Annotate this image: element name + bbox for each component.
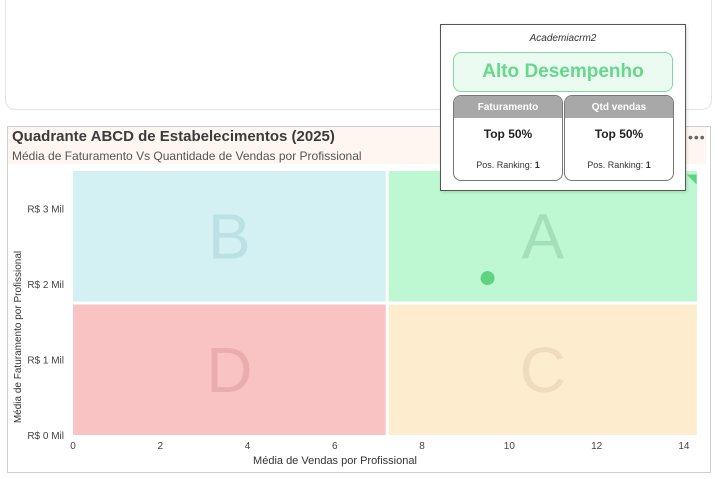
tooltip-establishment-name: Academiacrm2 — [529, 33, 597, 44]
rank-value: 1 — [534, 160, 540, 170]
x-tick-label: 6 — [332, 441, 338, 452]
metric-card-qtd-vendas: Qtd vendas Top 50% Pos. Ranking: 1 — [564, 95, 674, 181]
x-axis-label: Média de Vendas por Profissional — [253, 455, 417, 467]
y-tick-label: R$ 0 Mil — [27, 431, 64, 442]
metric-card-faturamento: Faturamento Top 50% Pos. Ranking: 1 — [453, 95, 563, 181]
y-tick-label: R$ 1 Mil — [27, 356, 64, 367]
metric-card-top: Top 50% — [594, 127, 644, 141]
quadrant-label-c: C — [520, 334, 566, 406]
data-point — [480, 271, 495, 286]
x-tick-label: 8 — [419, 441, 425, 452]
quadrant-label-d: D — [206, 334, 252, 406]
ellipsis-icon[interactable]: ••• — [688, 129, 706, 145]
x-tick-label: 2 — [157, 441, 163, 452]
metric-card-header: Qtd vendas — [565, 96, 673, 118]
rank-label: Pos. Ranking: — [476, 160, 533, 170]
x-tick-label: 10 — [504, 441, 516, 452]
x-tick-label: 4 — [245, 441, 251, 452]
quadrant-b — [73, 171, 386, 302]
metric-card-rank: Pos. Ranking: 1 — [454, 160, 562, 170]
y-tick-label: R$ 2 Mil — [27, 280, 64, 291]
y-tick-label: R$ 3 Mil — [27, 205, 64, 216]
metric-card-header: Faturamento — [454, 96, 562, 118]
y-axis-label: Média de Faturamento por Profissional — [13, 251, 24, 423]
rank-label: Pos. Ranking: — [587, 160, 644, 170]
quadrant-d — [73, 304, 386, 435]
x-tick-label: 0 — [70, 441, 76, 452]
metric-card-top: Top 50% — [483, 127, 533, 141]
performance-badge: Alto Desempenho — [453, 52, 673, 92]
x-tick-label: 12 — [591, 441, 603, 452]
quadrant-label-b: B — [208, 200, 251, 272]
metric-card-rank: Pos. Ranking: 1 — [565, 160, 673, 170]
chart-subtitle: Média de Faturamento Vs Quantidade de Ve… — [12, 149, 362, 163]
data-point — [686, 174, 697, 185]
quadrant-label-a: A — [521, 200, 564, 272]
tooltip: Academiacrm2 Alto Desempenho Faturamento… — [440, 24, 686, 191]
quadrant-c — [388, 304, 697, 435]
rank-value: 1 — [645, 160, 651, 170]
chart-title: Quadrante ABCD de Estabelecimentos (2025… — [12, 128, 335, 145]
x-tick-label: 14 — [678, 441, 690, 452]
quadrant-a — [388, 171, 697, 302]
